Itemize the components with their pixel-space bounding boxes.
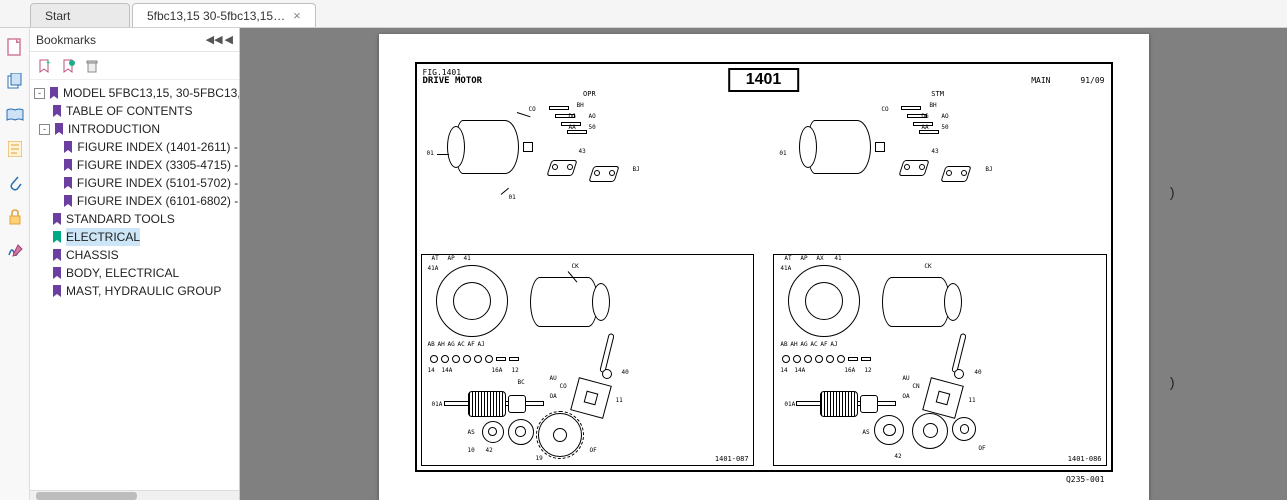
tree-node[interactable]: - INTRODUCTION — [34, 120, 239, 138]
tree-label: FIGURE INDEX (3305-4715) - CH — [77, 156, 239, 174]
bookmarks-toolbar: + — [30, 52, 239, 80]
attachment-icon[interactable] — [6, 174, 24, 192]
add-bookmark-icon[interactable]: + — [36, 58, 52, 74]
tree-node[interactable]: TABLE OF CONTENTS — [34, 102, 239, 120]
figure-date: 91/09 — [1080, 76, 1104, 85]
diagram-lower: AT AP AX 41 41A CK AB AH AG AC — [773, 254, 1106, 466]
tree-label: ELECTRICAL — [66, 228, 140, 246]
page-edge-mark: ) — [1170, 374, 1175, 390]
figure-stm: STM — [931, 90, 944, 98]
bookmark-icon — [51, 105, 63, 117]
figure-title: DRIVE MOTOR — [423, 76, 483, 86]
tree-node[interactable]: FIGURE INDEX (6101-6802) - MA — [34, 192, 239, 210]
tab-start[interactable]: Start — [30, 3, 130, 27]
bookmark-icon — [62, 195, 74, 207]
document-viewer[interactable]: ) ) FIG.1401 DRIVE MOTOR 1401 OPR STM MA… — [240, 28, 1287, 500]
copy-icon[interactable] — [6, 72, 24, 90]
tab-label: Start — [45, 9, 70, 23]
tree-label: INTRODUCTION — [68, 120, 160, 138]
diagram-code: 1401-087 — [715, 455, 749, 463]
bookmark-icon — [48, 87, 60, 99]
note-icon[interactable] — [6, 140, 24, 158]
tree-node-electrical[interactable]: ELECTRICAL — [34, 228, 239, 246]
page-icon[interactable] — [6, 38, 24, 56]
page-edge-mark: ) — [1170, 184, 1175, 200]
diagram-upper: 01 CO BH DG AO AA — [421, 100, 754, 246]
bookmark-icon — [53, 123, 65, 135]
tree-label: STANDARD TOOLS — [66, 210, 175, 228]
bookmarks-collapse-icon[interactable]: ◀◀ — [206, 33, 223, 46]
bookmark-icon — [62, 159, 74, 171]
q-code: Q235-001 — [1066, 475, 1105, 484]
figure-number: 1401 — [728, 68, 800, 92]
tree-label: TABLE OF CONTENTS — [66, 102, 192, 120]
figure-frame: FIG.1401 DRIVE MOTOR 1401 OPR STM MAIN 9… — [415, 62, 1113, 472]
tree-node[interactable]: BODY, ELECTRICAL — [34, 264, 239, 282]
diagram-code: 1401-086 — [1068, 455, 1102, 463]
figure-opr: OPR — [583, 90, 596, 98]
figure-main: MAIN — [1031, 76, 1050, 85]
delete-bookmark-icon[interactable] — [84, 58, 100, 74]
diagram-upper: 01 CO BH DG AO AA 50 — [773, 100, 1106, 246]
svg-text:+: + — [46, 59, 51, 67]
diagram-lower: AT AP 41 41A CK AB AH A — [421, 254, 754, 466]
bookmarks-panel: Bookmarks ◀◀ ◀ + - MODEL 5FBC13,15, 30-5… — [30, 28, 240, 500]
bookmarks-title: Bookmarks — [36, 33, 96, 47]
signature-icon[interactable] — [6, 242, 24, 260]
bookmark-options-icon[interactable] — [60, 58, 76, 74]
scrollbar-thumb[interactable] — [36, 492, 136, 500]
tab-document[interactable]: 5fbc13,15 30-5fbc13,15… × — [132, 3, 316, 27]
tab-label: 5fbc13,15 30-5fbc13,15… — [147, 9, 285, 23]
tree-label: BODY, ELECTRICAL — [66, 264, 179, 282]
pdf-page: ) ) FIG.1401 DRIVE MOTOR 1401 OPR STM MA… — [379, 34, 1149, 500]
tree-label: MAST, HYDRAULIC GROUP — [66, 282, 221, 300]
bookmarks-header: Bookmarks ◀◀ ◀ — [30, 28, 239, 52]
tree-node-root[interactable]: - MODEL 5FBC13,15, 30-5FBC13,15 — [34, 84, 239, 102]
bookmark-icon — [51, 285, 63, 297]
tree-node[interactable]: FIGURE INDEX (1401-2611) - EL — [34, 138, 239, 156]
tree-label: FIGURE INDEX (6101-6802) - MA — [77, 192, 239, 210]
tree-label: FIGURE INDEX (1401-2611) - EL — [77, 138, 239, 156]
bookmark-icon — [51, 267, 63, 279]
tree-node[interactable]: MAST, HYDRAULIC GROUP — [34, 282, 239, 300]
bookmark-icon — [51, 213, 63, 225]
lock-icon[interactable] — [6, 208, 24, 226]
tree-label: CHASSIS — [66, 246, 119, 264]
book-icon[interactable] — [6, 106, 24, 124]
tree-label: MODEL 5FBC13,15, 30-5FBC13,15 — [63, 84, 239, 102]
toggle-icon[interactable]: - — [39, 124, 50, 135]
toggle-icon[interactable]: - — [34, 88, 45, 99]
left-toolbar — [0, 28, 30, 500]
bookmark-icon — [62, 177, 74, 189]
tree-label: FIGURE INDEX (5101-5702) - BO — [77, 174, 239, 192]
tree-node[interactable]: FIGURE INDEX (5101-5702) - BO — [34, 174, 239, 192]
close-icon[interactable]: × — [293, 8, 301, 23]
tabs-bar: Start 5fbc13,15 30-5fbc13,15… × — [0, 0, 1287, 28]
bookmarks-tree: - MODEL 5FBC13,15, 30-5FBC13,15 TABLE OF… — [30, 80, 239, 490]
diagram-right: 01 CO BH DG AO AA 50 — [773, 100, 1106, 466]
tree-node[interactable]: CHASSIS — [34, 246, 239, 264]
tree-node[interactable]: STANDARD TOOLS — [34, 210, 239, 228]
tree-node[interactable]: FIGURE INDEX (3305-4715) - CH — [34, 156, 239, 174]
bookmark-icon — [51, 231, 63, 243]
diagram-left: 01 CO BH DG AO AA — [421, 100, 754, 466]
bookmark-icon — [62, 141, 74, 153]
bookmarks-hide-icon[interactable]: ◀ — [225, 33, 233, 46]
horizontal-scrollbar[interactable] — [30, 490, 239, 500]
bookmark-icon — [51, 249, 63, 261]
